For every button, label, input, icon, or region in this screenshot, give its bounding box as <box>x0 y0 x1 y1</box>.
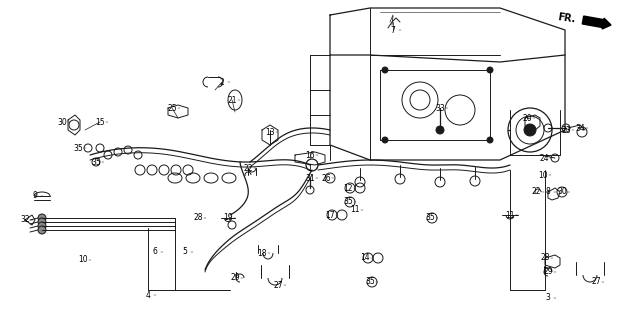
Circle shape <box>436 126 444 134</box>
Text: 35: 35 <box>365 277 375 286</box>
Text: 17: 17 <box>325 211 335 220</box>
Text: 35: 35 <box>343 197 353 206</box>
Text: 20: 20 <box>522 114 532 123</box>
Text: 9: 9 <box>33 191 38 201</box>
Text: 21: 21 <box>227 95 237 105</box>
Text: 19: 19 <box>223 213 233 222</box>
FancyArrow shape <box>582 16 611 29</box>
Text: 26: 26 <box>321 173 331 182</box>
Text: 8: 8 <box>546 188 550 196</box>
Text: 30: 30 <box>557 188 567 196</box>
Text: 14: 14 <box>360 253 370 262</box>
Text: 22: 22 <box>531 188 541 196</box>
Text: 31: 31 <box>305 173 315 182</box>
Text: 10: 10 <box>78 255 88 265</box>
Text: 10: 10 <box>538 171 548 180</box>
Text: 3: 3 <box>546 293 550 302</box>
Circle shape <box>38 222 46 230</box>
Text: 22: 22 <box>244 164 253 172</box>
Circle shape <box>38 214 46 222</box>
Text: 7: 7 <box>391 26 396 35</box>
Text: 15: 15 <box>95 117 105 126</box>
Text: 28: 28 <box>540 253 550 262</box>
Circle shape <box>524 124 536 136</box>
Text: 24: 24 <box>539 154 549 163</box>
Circle shape <box>382 67 388 73</box>
Text: 29: 29 <box>543 268 553 276</box>
Text: 16: 16 <box>305 150 315 159</box>
Circle shape <box>38 226 46 234</box>
Text: 4: 4 <box>146 291 150 300</box>
Circle shape <box>487 67 493 73</box>
Text: 33: 33 <box>435 103 445 113</box>
Text: 27: 27 <box>273 281 283 290</box>
Text: 28: 28 <box>193 213 203 222</box>
Text: 25: 25 <box>167 103 177 113</box>
Text: 32: 32 <box>20 215 30 225</box>
Circle shape <box>38 218 46 226</box>
Text: 18: 18 <box>257 249 267 258</box>
Text: 6: 6 <box>153 247 157 257</box>
Text: 23: 23 <box>561 125 571 134</box>
Text: 11: 11 <box>351 205 360 214</box>
Text: 5: 5 <box>183 247 187 257</box>
Text: 34: 34 <box>575 124 585 132</box>
Text: 30: 30 <box>57 117 67 126</box>
Text: 27: 27 <box>591 277 601 286</box>
Text: 29: 29 <box>230 274 240 283</box>
Text: 11: 11 <box>505 211 515 220</box>
Circle shape <box>487 137 493 143</box>
Text: FR.: FR. <box>557 12 576 24</box>
Circle shape <box>382 137 388 143</box>
Text: 13: 13 <box>265 127 275 137</box>
Text: 35: 35 <box>73 143 83 153</box>
Text: 35: 35 <box>91 157 101 166</box>
Text: 35: 35 <box>425 213 435 222</box>
Text: 1: 1 <box>307 164 312 172</box>
Text: 12: 12 <box>343 183 352 193</box>
Text: 2: 2 <box>220 77 224 86</box>
